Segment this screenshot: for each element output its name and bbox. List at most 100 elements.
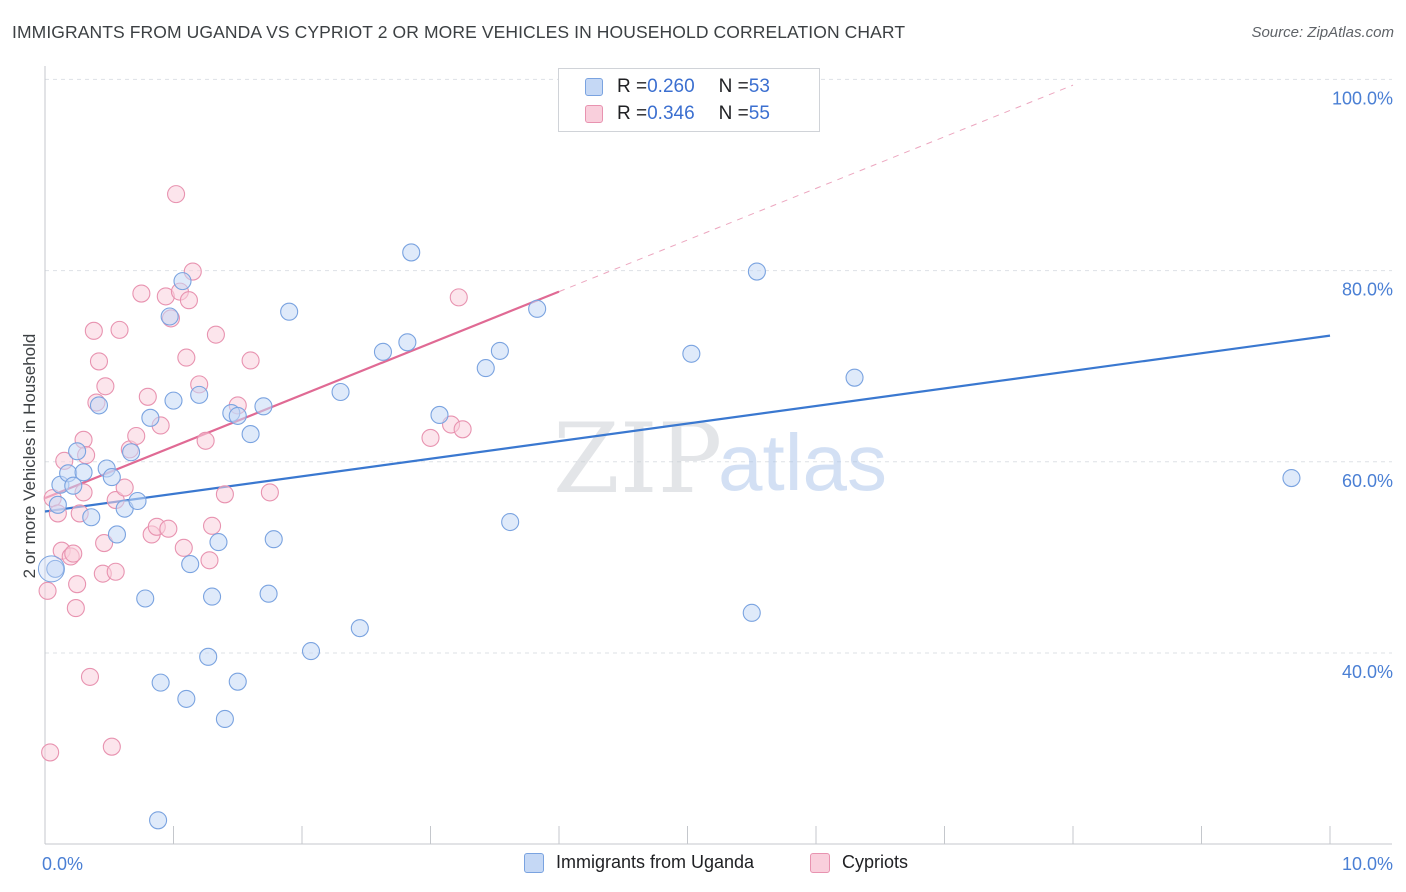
point-uganda xyxy=(301,642,321,661)
watermark-atlas: atlas xyxy=(718,418,887,507)
legend-item-label: Cypriots xyxy=(842,852,909,872)
source-label: Source: ZipAtlas.com xyxy=(1251,24,1394,41)
axes xyxy=(44,66,1392,845)
legend-swatch-blue xyxy=(585,78,603,96)
point-cypriots xyxy=(179,291,198,310)
point-uganda xyxy=(430,405,449,425)
point-uganda xyxy=(501,512,520,532)
point-uganda xyxy=(149,811,168,830)
trend-line-extension xyxy=(558,84,1074,293)
legend-item-cypriots[interactable]: Cypriots xyxy=(810,852,908,873)
point-cypriots xyxy=(66,599,85,618)
point-cypriots xyxy=(132,284,151,303)
trend-line-cypriots xyxy=(44,290,560,500)
point-cypriots xyxy=(96,377,115,396)
point-cypriots xyxy=(41,743,60,762)
chart-title: IMMIGRANTS FROM UGANDA VS CYPRIOT 2 OR M… xyxy=(12,22,906,42)
point-uganda xyxy=(164,391,183,410)
point-cypriots xyxy=(203,516,222,535)
point-uganda xyxy=(203,587,222,606)
point-cypriots xyxy=(64,544,83,563)
trend-line-uganda xyxy=(44,334,1331,513)
y-axis-label: 2 or more Vehicles in Household xyxy=(20,334,39,579)
point-cypriots xyxy=(95,534,114,553)
point-uganda xyxy=(37,555,65,583)
legend-n-value: 55 xyxy=(748,103,770,124)
point-uganda xyxy=(228,672,247,691)
point-uganda xyxy=(254,397,273,416)
legend-n-label: N = xyxy=(718,103,749,124)
point-uganda xyxy=(48,495,67,514)
legend-n-label: N = xyxy=(718,76,749,97)
trend-lines xyxy=(44,84,1331,513)
point-uganda xyxy=(241,425,260,444)
point-cypriots xyxy=(260,483,279,502)
point-uganda xyxy=(490,341,509,360)
legend-item-label: Immigrants from Uganda xyxy=(556,852,755,872)
tick-labels: 40.0% 60.0% 80.0% 100.0% 0.0% 10.0% xyxy=(42,88,1393,874)
series-legend: Immigrants from Uganda Cypriots xyxy=(0,852,1406,878)
point-cypriots xyxy=(196,431,215,450)
legend-r-value: 0.260 xyxy=(647,76,695,97)
point-uganda xyxy=(173,272,192,291)
point-uganda xyxy=(682,344,701,363)
legend-row-cypriots: R = 0.346 N = 55 xyxy=(585,102,770,126)
point-uganda xyxy=(102,468,121,487)
watermark-zip: ZIP xyxy=(553,403,722,515)
point-uganda xyxy=(122,443,141,462)
point-cypriots xyxy=(102,737,121,756)
point-cypriots xyxy=(159,519,178,538)
legend-swatch-pink xyxy=(585,105,603,123)
point-uganda xyxy=(280,302,299,321)
point-cypriots xyxy=(215,485,234,504)
legend-r-label: R = xyxy=(617,103,648,124)
point-cypriots xyxy=(174,538,193,557)
point-uganda xyxy=(89,396,109,415)
point-uganda xyxy=(209,533,228,552)
point-uganda xyxy=(402,243,421,262)
point-uganda xyxy=(528,299,547,318)
gridlines xyxy=(45,78,1392,654)
x-tick-label: 10.0% xyxy=(1342,854,1393,874)
point-cypriots xyxy=(110,320,129,339)
point-uganda xyxy=(64,476,83,495)
point-cypriots xyxy=(167,185,186,204)
point-uganda xyxy=(199,647,218,666)
point-uganda xyxy=(228,406,247,425)
point-cypriots xyxy=(421,428,440,447)
y-tick-label: 60.0% xyxy=(1342,471,1393,491)
point-cypriots xyxy=(241,351,260,370)
legend-r-value: 0.346 xyxy=(647,103,695,124)
y-tick-label: 100.0% xyxy=(1332,88,1393,108)
point-cypriots xyxy=(127,426,146,446)
point-uganda xyxy=(264,530,283,549)
legend-item-uganda[interactable]: Immigrants from Uganda xyxy=(524,852,754,873)
point-uganda xyxy=(107,525,127,544)
point-uganda xyxy=(845,368,864,387)
point-uganda xyxy=(215,709,234,729)
point-uganda xyxy=(331,382,350,402)
point-uganda xyxy=(373,342,393,361)
point-cypriots xyxy=(206,325,225,344)
point-uganda xyxy=(74,463,93,482)
point-uganda xyxy=(259,584,278,603)
point-uganda xyxy=(742,603,761,622)
legend-row-uganda: R = 0.260 N = 53 xyxy=(585,75,770,99)
point-cypriots xyxy=(80,667,100,686)
point-cypriots xyxy=(84,321,103,340)
correlation-legend: R = 0.260 N = 53 R = 0.346 N = 55 xyxy=(558,68,820,132)
point-cypriots xyxy=(68,575,87,594)
point-cypriots xyxy=(115,478,134,497)
x-tick-label: 0.0% xyxy=(42,854,83,874)
point-uganda xyxy=(190,385,209,404)
point-uganda xyxy=(136,589,155,608)
point-cypriots xyxy=(106,562,125,581)
point-uganda xyxy=(46,559,65,578)
y-tick-label: 80.0% xyxy=(1342,280,1393,300)
legend-n-value: 53 xyxy=(748,76,770,97)
point-cypriots xyxy=(38,581,57,600)
point-uganda xyxy=(181,555,200,574)
y-tick-label: 40.0% xyxy=(1342,662,1393,682)
point-uganda xyxy=(1282,469,1301,488)
